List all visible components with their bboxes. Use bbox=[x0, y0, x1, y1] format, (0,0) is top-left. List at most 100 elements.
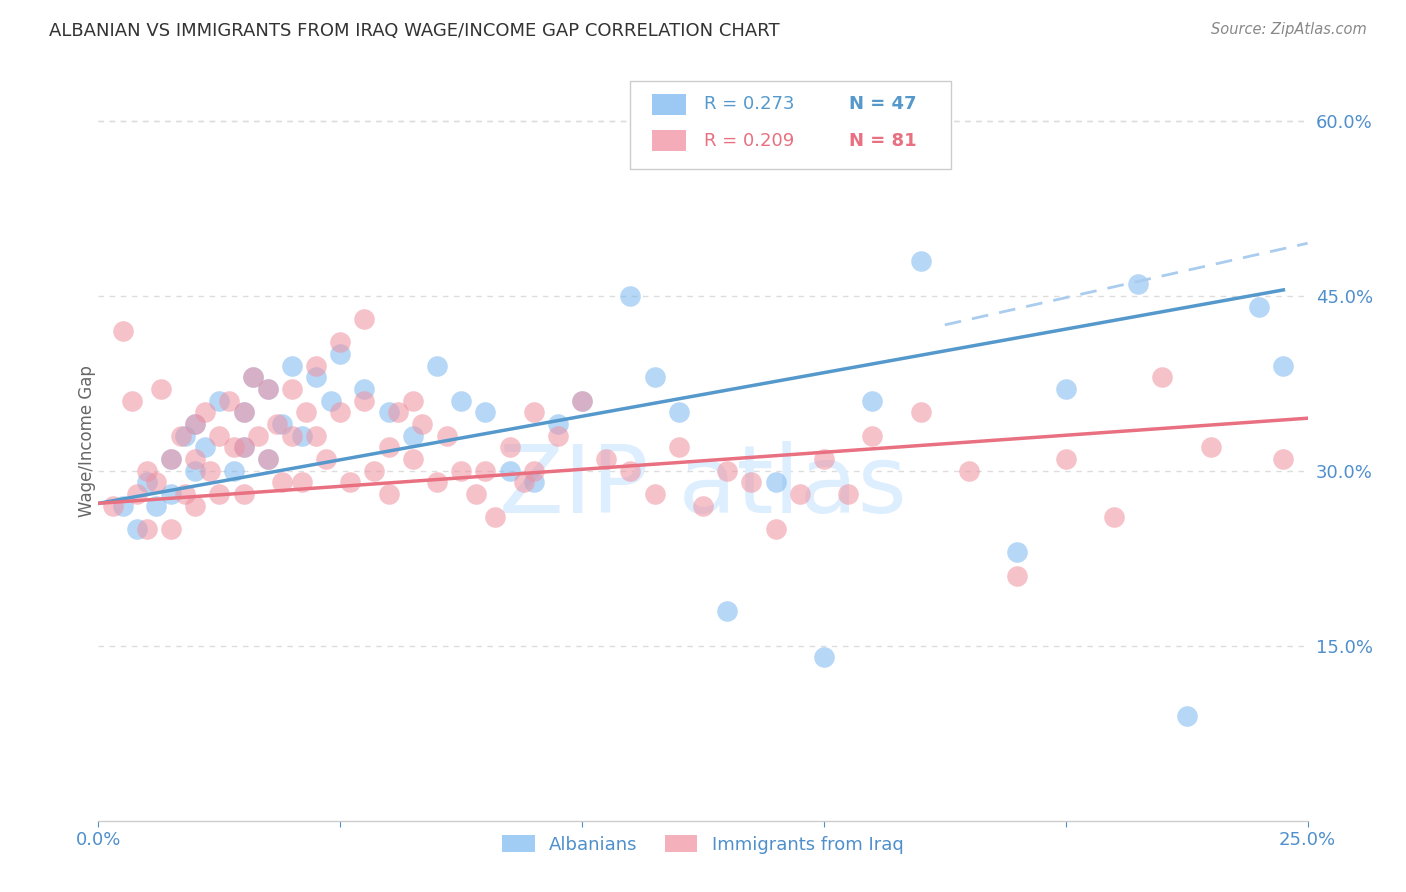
Point bbox=[513, 475, 536, 490]
Point bbox=[1272, 452, 1295, 467]
Point bbox=[295, 405, 318, 419]
Point bbox=[498, 441, 520, 455]
Point bbox=[222, 441, 245, 455]
Point bbox=[135, 464, 157, 478]
Point bbox=[319, 393, 342, 408]
Point bbox=[436, 428, 458, 442]
Point bbox=[232, 405, 254, 419]
Point bbox=[290, 428, 312, 442]
Point bbox=[644, 370, 666, 384]
Point bbox=[145, 499, 167, 513]
Text: R = 0.273: R = 0.273 bbox=[704, 95, 794, 113]
Point bbox=[619, 289, 641, 303]
Point bbox=[101, 499, 124, 513]
FancyBboxPatch shape bbox=[652, 94, 686, 115]
Legend: Albanians, Immigrants from Iraq: Albanians, Immigrants from Iraq bbox=[495, 828, 911, 861]
Point bbox=[184, 417, 207, 431]
Point bbox=[329, 335, 352, 350]
Point bbox=[1249, 301, 1271, 315]
Point bbox=[184, 452, 207, 467]
Point bbox=[668, 441, 690, 455]
Point bbox=[484, 510, 506, 524]
Point bbox=[174, 487, 197, 501]
Point bbox=[1102, 510, 1125, 524]
Point bbox=[290, 475, 312, 490]
Text: ALBANIAN VS IMMIGRANTS FROM IRAQ WAGE/INCOME GAP CORRELATION CHART: ALBANIAN VS IMMIGRANTS FROM IRAQ WAGE/IN… bbox=[49, 22, 780, 40]
Point bbox=[377, 441, 399, 455]
Point bbox=[281, 382, 304, 396]
Point bbox=[135, 522, 157, 536]
Point bbox=[232, 441, 254, 455]
Point bbox=[127, 522, 149, 536]
Point bbox=[174, 428, 197, 442]
Point bbox=[765, 522, 787, 536]
Point bbox=[910, 405, 932, 419]
Point bbox=[1054, 382, 1077, 396]
Point bbox=[222, 464, 245, 478]
Point bbox=[281, 359, 304, 373]
Point bbox=[194, 405, 217, 419]
Point bbox=[339, 475, 361, 490]
Point bbox=[402, 452, 425, 467]
Point bbox=[305, 370, 328, 384]
Point bbox=[271, 475, 294, 490]
Point bbox=[523, 405, 546, 419]
Point bbox=[523, 464, 546, 478]
Point bbox=[160, 487, 183, 501]
Point bbox=[256, 452, 278, 467]
Point bbox=[198, 464, 221, 478]
Point bbox=[498, 464, 520, 478]
Point bbox=[353, 382, 375, 396]
Point bbox=[411, 417, 433, 431]
Point bbox=[242, 370, 264, 384]
Point bbox=[740, 475, 762, 490]
Point bbox=[450, 393, 472, 408]
Point bbox=[218, 393, 240, 408]
Point bbox=[1272, 359, 1295, 373]
Point bbox=[387, 405, 409, 419]
Point bbox=[127, 487, 149, 501]
Point bbox=[860, 393, 883, 408]
Point bbox=[644, 487, 666, 501]
Text: ZIP atlas: ZIP atlas bbox=[499, 441, 907, 533]
Point bbox=[464, 487, 486, 501]
Point bbox=[160, 452, 183, 467]
Point bbox=[595, 452, 617, 467]
Point bbox=[813, 650, 835, 665]
Text: Source: ZipAtlas.com: Source: ZipAtlas.com bbox=[1211, 22, 1367, 37]
Point bbox=[247, 428, 270, 442]
Point bbox=[266, 417, 288, 431]
Point bbox=[402, 393, 425, 408]
Point bbox=[329, 405, 352, 419]
Point bbox=[256, 452, 278, 467]
Point bbox=[194, 441, 217, 455]
Point bbox=[353, 312, 375, 326]
FancyBboxPatch shape bbox=[652, 130, 686, 151]
Point bbox=[668, 405, 690, 419]
Point bbox=[957, 464, 980, 478]
Point bbox=[1007, 568, 1029, 582]
Point bbox=[256, 382, 278, 396]
Point bbox=[242, 370, 264, 384]
Point bbox=[305, 359, 328, 373]
Point bbox=[111, 499, 134, 513]
Point bbox=[426, 359, 449, 373]
Point bbox=[305, 428, 328, 442]
Point bbox=[1054, 452, 1077, 467]
Point bbox=[402, 428, 425, 442]
Point bbox=[547, 417, 569, 431]
Point bbox=[813, 452, 835, 467]
Point bbox=[232, 487, 254, 501]
Text: N = 47: N = 47 bbox=[849, 95, 917, 113]
Point bbox=[232, 405, 254, 419]
Point bbox=[160, 452, 183, 467]
Point bbox=[1128, 277, 1150, 291]
Point bbox=[111, 324, 134, 338]
Point bbox=[426, 475, 449, 490]
Point bbox=[145, 475, 167, 490]
Point bbox=[329, 347, 352, 361]
Point bbox=[571, 393, 593, 408]
Point bbox=[135, 475, 157, 490]
Point bbox=[315, 452, 337, 467]
Point bbox=[619, 464, 641, 478]
